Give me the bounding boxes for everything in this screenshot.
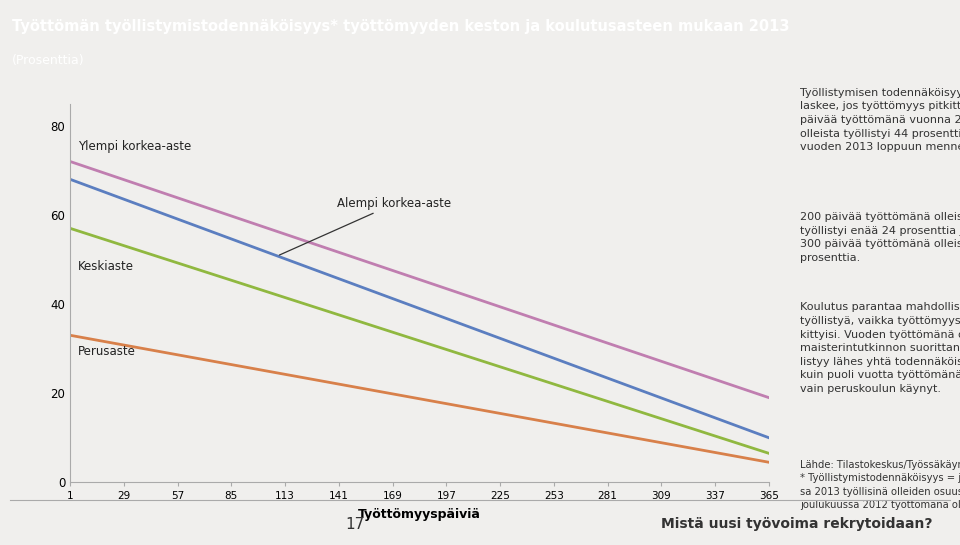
Text: 200 päivää työttömänä olleista
työllistyi enää 24 prosenttia ja
300 päivää tyött: 200 päivää työttömänä olleista työllisty… — [801, 212, 960, 263]
Text: Perusaste: Perusaste — [78, 344, 135, 358]
Text: Mistä uusi työvoima rekrytoidaan?: Mistä uusi työvoima rekrytoidaan? — [661, 517, 932, 531]
Text: Työttömän työllistymistodennäköisyys* työttömyyden keston ja koulutusasteen muka: Työttömän työllistymistodennäköisyys* ty… — [12, 19, 789, 34]
X-axis label: Työttömyyspäiviä: Työttömyyspäiviä — [358, 508, 481, 522]
Text: Koulutus parantaa mahdollisuuksia
työllistyä, vaikka työttömyys pit-
kittyisi. V: Koulutus parantaa mahdollisuuksia työlli… — [801, 302, 960, 394]
Text: (Prosenttia): (Prosenttia) — [12, 54, 84, 67]
Text: Ylempi korkea-aste: Ylempi korkea-aste — [78, 140, 191, 153]
Text: 17: 17 — [346, 517, 365, 532]
Text: Lähde: Tilastokeskus/Työssäkäyntitilasto.
* Työllistymistodennäköisyys = jouluku: Lähde: Tilastokeskus/Työssäkäyntitilasto… — [801, 460, 960, 510]
Text: Työllistymisen todennäköisyys
laskee, jos työttömyys pitkittyy. Sata
päivää työt: Työllistymisen todennäköisyys laskee, jo… — [801, 88, 960, 152]
Text: Alempi korkea-aste: Alempi korkea-aste — [279, 197, 451, 255]
Text: Keskiaste: Keskiaste — [78, 260, 133, 273]
